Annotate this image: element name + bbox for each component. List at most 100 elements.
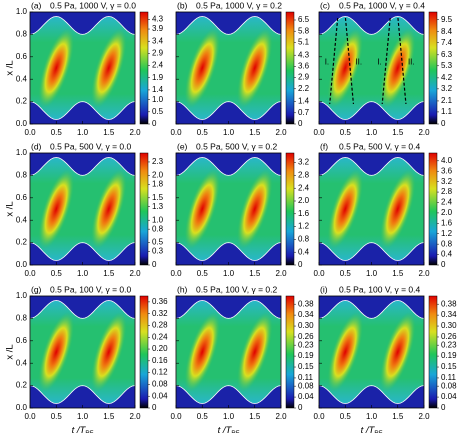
panel-title: 0.5 Pa, 1000 V, γ = 0.4 xyxy=(339,0,425,10)
colorbar-tick-label: 3.6 xyxy=(298,62,310,71)
colorbar-tick-label: 0.04 xyxy=(298,392,314,401)
x-tick-label: 1.5 xyxy=(103,128,115,137)
colorbar-tick-label: 3.2 xyxy=(441,84,453,93)
colorbar-tick-label: 0.23 xyxy=(441,340,457,349)
heatmap xyxy=(319,12,424,124)
x-tick-label: 2.0 xyxy=(275,412,287,421)
colorbar-tick-label: 0 xyxy=(152,403,157,412)
x-tick-label: 2.0 xyxy=(418,269,430,278)
x-tick-label: 1.0 xyxy=(223,269,235,278)
hot-streak xyxy=(327,27,364,109)
colorbar-tick-label: 0.15 xyxy=(441,362,457,371)
hot-streak xyxy=(379,311,416,393)
colorbar-tick-label: 2.9 xyxy=(152,49,164,58)
colorbar-tick-label: 0.23 xyxy=(298,340,314,349)
panel-label: (f) xyxy=(320,141,328,151)
colorbar-tick-label: 3.4 xyxy=(152,36,164,45)
hot-streak xyxy=(90,311,127,393)
annotation-arrow xyxy=(397,17,407,105)
colorbar-tick-label: 0 xyxy=(441,403,446,412)
panel-label: (b) xyxy=(177,0,188,10)
panel-title: 0.5 Pa, 500 V, γ = 0.0 xyxy=(50,141,131,151)
x-tick-label: 1.5 xyxy=(103,269,115,278)
y-tick-label: 0.0 xyxy=(16,403,28,412)
x-tick-label: 2.0 xyxy=(275,269,287,278)
x-tick-label: 1.5 xyxy=(392,128,404,137)
colorbar xyxy=(285,11,295,125)
colorbar-tick-label: 2.0 xyxy=(152,171,164,180)
colorbar-tick-label: 0.38 xyxy=(298,299,314,308)
colorbar-tick-label: 0.8 xyxy=(152,224,164,233)
y-axis-label: x /L xyxy=(5,344,16,359)
colorbar-tick-label: 1.9 xyxy=(152,73,164,82)
colorbar-tick-label: 5.1 xyxy=(298,38,310,47)
x-tick-label: 2.0 xyxy=(129,269,141,278)
colorbar-tick-label: 0.04 xyxy=(152,391,168,400)
x-tick-label: 0.0 xyxy=(313,128,325,137)
colorbar-tick-label: 2.8 xyxy=(441,187,453,196)
colorbar-tick-label: 0 xyxy=(152,119,157,128)
colorbar-tick-label: 5.8 xyxy=(298,26,310,35)
colorbar-tick-label: 0.08 xyxy=(441,381,457,390)
annotation: II. xyxy=(355,58,362,67)
colorbar-tick-label: 2.4 xyxy=(298,183,310,192)
x-axis-label-sub: RF xyxy=(231,431,239,433)
colorbar-tick-label: 6.3 xyxy=(441,50,453,59)
annotation-arrow xyxy=(329,17,339,105)
panel-title: 0.5 Pa, 500 V, γ = 0.4 xyxy=(339,141,420,151)
colorbar-tick-label: 1.3 xyxy=(152,202,164,211)
x-tick-label: 0.5 xyxy=(197,128,209,137)
y-tick-label: 0.2 xyxy=(16,238,28,247)
x-tick-label: 2.0 xyxy=(129,128,141,137)
colorbar-tick-label: 0.5 xyxy=(152,107,164,116)
x-tick-label: 0.0 xyxy=(170,128,182,137)
heatmap xyxy=(30,296,135,408)
annotation-arrow xyxy=(381,17,391,105)
annotation: I. xyxy=(377,58,381,67)
x-tick-label: 0.5 xyxy=(197,412,209,421)
panel-title: 0.5 Pa, 1000 V, γ = 0.2 xyxy=(196,0,282,10)
colorbar-tick-label: 1.5 xyxy=(152,193,164,202)
colorbar-tick-label: 0.4 xyxy=(441,250,453,259)
colorbar-tick-label: 4.0 xyxy=(441,156,453,165)
hot-streak xyxy=(38,168,75,250)
colorbar-tick-label: 0.36 xyxy=(152,297,168,306)
hot-streak xyxy=(379,168,416,250)
colorbar-tick-label: 0.11 xyxy=(298,373,314,382)
y-tick-label: 0.4 xyxy=(16,74,28,83)
hot-streak xyxy=(90,168,127,250)
heatmap xyxy=(30,12,135,124)
colorbar-tick-label: 0.24 xyxy=(152,332,168,341)
x-tick-label: 1.0 xyxy=(77,128,89,137)
colorbar-tick-label: 2.2 xyxy=(298,84,310,93)
x-tick-label: 0.0 xyxy=(24,128,36,137)
x-tick-label: 0.0 xyxy=(170,412,182,421)
x-axis-label-sub: RF xyxy=(374,431,382,433)
colorbar-tick-label: 4.3 xyxy=(152,14,164,23)
colorbar-tick-label: 0.16 xyxy=(152,356,168,365)
colorbar xyxy=(285,152,295,266)
x-tick-label: 1.5 xyxy=(103,412,115,421)
colorbar xyxy=(428,295,438,409)
colorbar-tick-label: 0.26 xyxy=(298,332,314,341)
colorbar-tick-label: 0 xyxy=(441,260,446,269)
x-tick-label: 0.5 xyxy=(340,269,352,278)
panel-label: (g) xyxy=(31,284,42,294)
panel-label: (h) xyxy=(177,284,188,294)
x-tick-label: 0.0 xyxy=(313,269,325,278)
x-axis-label-sub: RF xyxy=(85,431,93,433)
colorbar-tick-label: 0.28 xyxy=(152,321,168,330)
colorbar-tick-label: 4.2 xyxy=(441,73,453,82)
colorbar-tick-label: 6.5 xyxy=(298,15,310,24)
y-tick-label: 0.2 xyxy=(16,97,28,106)
y-axis-label: x /L xyxy=(5,60,16,75)
colorbar-tick-label: 1.1 xyxy=(441,107,453,116)
colorbar-tick-label: 0.34 xyxy=(441,310,457,319)
x-tick-label: 1.5 xyxy=(249,269,261,278)
x-tick-label: 1.0 xyxy=(366,269,378,278)
colorbar-tick-label: 0.8 xyxy=(441,239,453,248)
colorbar-tick-label: 1.2 xyxy=(298,222,310,231)
y-tick-label: 0.0 xyxy=(16,119,28,128)
colorbar-tick-label: 2.3 xyxy=(152,157,164,166)
x-axis-label-main: t /T xyxy=(72,425,87,433)
